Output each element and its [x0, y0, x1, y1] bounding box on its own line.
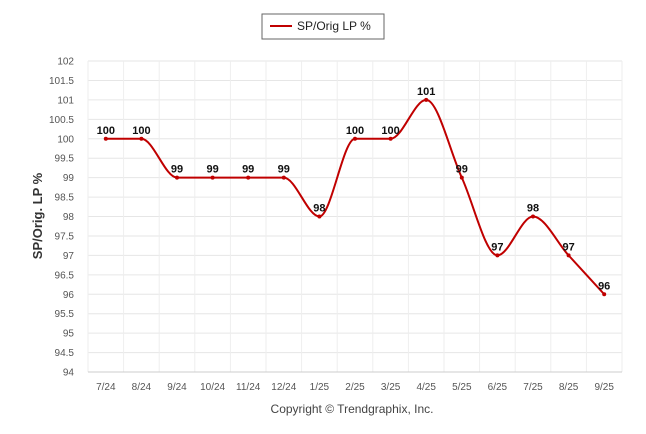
data-point [353, 136, 357, 141]
x-tick-label: 12/24 [271, 382, 296, 393]
y-tick-label: 97 [63, 251, 75, 262]
y-tick-label: 96 [63, 290, 75, 301]
data-point [424, 97, 429, 102]
data-point [139, 136, 144, 141]
data-label: 100 [346, 125, 364, 137]
data-label: 98 [527, 203, 539, 215]
data-label: 98 [313, 203, 325, 215]
data-label: 99 [171, 164, 183, 176]
data-point [388, 136, 393, 141]
data-labels: 100 100 99 99 99 99 98 100 100 101 99 97 98 97 96 [97, 86, 611, 292]
data-label: 100 [97, 125, 115, 137]
y-tick-label: 100 [57, 134, 74, 145]
data-point [531, 214, 535, 219]
y-tick-label: 96.5 [55, 270, 75, 281]
data-label: 97 [491, 241, 503, 253]
series-area [103, 97, 607, 297]
y-axis-label: SP/Orig. LP % [30, 172, 45, 259]
data-point [175, 175, 179, 180]
x-tick-label: 11/24 [236, 382, 261, 393]
x-tick-label: 6/25 [488, 382, 508, 393]
x-tick-label: 2/25 [345, 382, 365, 393]
y-tick-label: 99.5 [55, 154, 75, 165]
y-tick-label: 100.5 [49, 115, 74, 126]
x-tick-label: 8/25 [559, 382, 579, 393]
x-tick-label: 8/24 [132, 382, 152, 393]
y-axis: 94 94.5 95 95.5 96 96.5 97 97.5 98 98.5 99 99.5 100 1… [49, 57, 74, 379]
data-label: 99 [206, 164, 218, 176]
x-tick-label: 1/25 [310, 382, 330, 393]
data-label: 97 [562, 241, 574, 253]
x-tick-label: 5/25 [452, 382, 472, 393]
data-point [210, 175, 215, 180]
data-label: 99 [242, 164, 254, 176]
data-label: 101 [417, 86, 435, 98]
y-tick-label: 102 [57, 57, 74, 68]
data-label: 100 [381, 125, 399, 137]
y-tick-label: 94.5 [55, 348, 75, 359]
data-label: 99 [278, 164, 290, 176]
grid-lines [87, 60, 623, 373]
data-point [246, 175, 251, 180]
y-tick-label: 97.5 [55, 231, 75, 242]
data-label: 100 [132, 125, 150, 137]
x-tick-label: 7/25 [523, 382, 543, 393]
y-tick-label: 95.5 [55, 309, 75, 320]
y-tick-label: 99 [63, 173, 75, 184]
data-label: 96 [598, 280, 610, 292]
x-tick-label: 9/25 [594, 382, 614, 393]
data-point [459, 175, 464, 180]
y-tick-label: 95 [63, 329, 75, 340]
x-axis: 7/24 8/24 9/24 10/24 11/24 12/24 1/25 2/25 3/25 4… [88, 371, 622, 393]
x-tick-label: 4/25 [416, 382, 436, 393]
x-tick-label: 10/24 [200, 382, 225, 393]
y-tick-label: 101.5 [49, 76, 74, 87]
copyright-text: Copyright © Trendgraphix, Inc. [271, 402, 434, 416]
data-point [281, 175, 286, 180]
data-point [103, 136, 108, 141]
data-label: 99 [456, 164, 468, 176]
data-point [602, 292, 607, 297]
legend-entry: SP/Orig LP % [297, 19, 371, 33]
data-point [495, 253, 500, 258]
legend: SP/Orig LP % [261, 13, 385, 40]
x-tick-label: 7/24 [96, 382, 116, 393]
x-tick-label: 3/25 [381, 382, 401, 393]
y-tick-label: 98 [63, 212, 75, 223]
y-tick-label: 98.5 [55, 193, 75, 204]
y-tick-label: 101 [57, 95, 74, 106]
data-point [566, 253, 571, 258]
y-tick-label: 94 [63, 368, 75, 379]
data-point [317, 214, 322, 219]
x-tick-label: 9/24 [167, 382, 187, 393]
